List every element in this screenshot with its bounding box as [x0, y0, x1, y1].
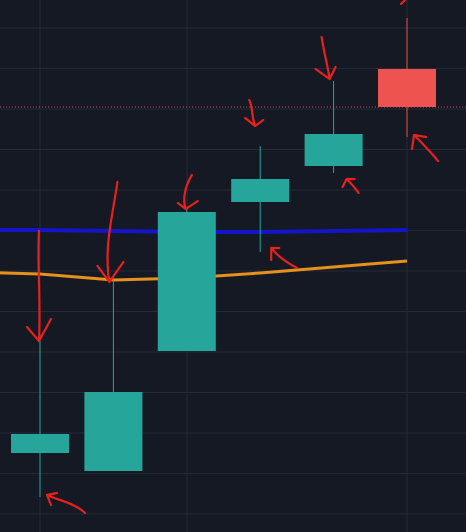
candle-body [304, 134, 363, 166]
arrow-shaft [183, 173, 193, 211]
arrow-head [96, 260, 125, 284]
arrow-head [45, 491, 59, 507]
annotation-arrow-8 [341, 177, 360, 195]
candle-2 [84, 278, 143, 471]
annotation-arrow-5 [244, 98, 265, 128]
arrow-head [270, 246, 281, 262]
arrow-shaft [37, 229, 41, 343]
arrow-shaft [320, 35, 331, 81]
annotation-arrow-10 [410, 133, 440, 163]
arrow-shaft [106, 180, 119, 284]
annotation-arrow-2 [45, 491, 87, 515]
annotation-arrow-9 [399, 0, 407, 6]
arrow-head [176, 199, 199, 211]
arrow-shaft [412, 133, 440, 163]
candle-body [378, 69, 436, 107]
arrow-shaft [248, 98, 257, 128]
annotation-arrow-1 [25, 229, 53, 343]
candle-body [231, 179, 290, 202]
candle-4 [231, 146, 290, 252]
candle-6 [378, 18, 436, 137]
annotations [25, 0, 440, 515]
annotation-arrow-7 [314, 35, 337, 81]
annotation-arrow-6 [270, 246, 299, 270]
annotation-arrow-3 [96, 180, 125, 284]
candle-body [84, 392, 143, 471]
candles [11, 18, 436, 497]
candle-body [11, 434, 69, 453]
candle-1 [11, 335, 69, 497]
arrow-head [399, 0, 407, 6]
arrow-shaft [45, 493, 87, 515]
arrow-head [341, 177, 356, 189]
arrow-head [244, 116, 265, 128]
annotation-arrow-4 [176, 173, 199, 211]
candle-5 [304, 81, 363, 173]
arrow-head [25, 317, 53, 343]
arrow-head [410, 133, 428, 151]
arrow-shaft [270, 246, 299, 270]
candle-3 [157, 209, 216, 351]
arrow-head [314, 65, 337, 81]
arrow-shaft [345, 177, 360, 195]
candle-body [157, 212, 216, 351]
